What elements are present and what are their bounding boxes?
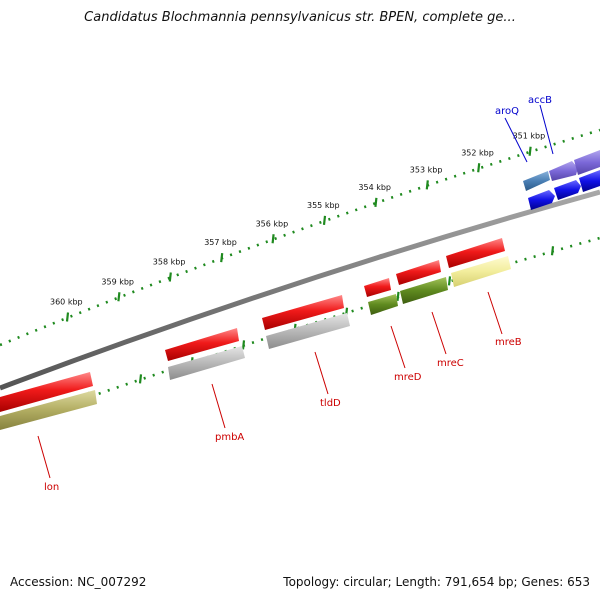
scale-tick-label: 352 kbp <box>461 148 494 157</box>
topology-summary: Topology: circular; Length: 791,654 bp; … <box>283 575 590 589</box>
feature-arrow[interactable] <box>574 150 600 175</box>
gene-labels: aroQ accB lon pmbA tldD mreD mreC mreB <box>44 95 552 493</box>
genome-backbone <box>0 189 600 391</box>
scale-tick <box>550 246 555 256</box>
feature-arrow-lon-product[interactable] <box>0 390 97 430</box>
scale-tick <box>528 146 532 156</box>
gene-label-mreC[interactable]: mreC <box>437 358 464 369</box>
scale-tick-label: 357 kbp <box>204 238 237 247</box>
scale-tick-label: 356 kbp <box>256 219 289 228</box>
scale-tick-label: 351 kbp <box>513 132 546 141</box>
feature-arrow[interactable] <box>549 161 578 181</box>
scale-tick <box>220 253 224 263</box>
scale-tick <box>477 163 481 173</box>
scale-tick-label: 355 kbp <box>307 201 340 210</box>
gene-label-lon[interactable]: lon <box>44 482 59 493</box>
label-leaders <box>37 104 554 479</box>
gene-label-mreD[interactable]: mreD <box>394 372 422 383</box>
feature-arrow-mreB[interactable] <box>446 238 505 268</box>
gene-label-accB[interactable]: accB <box>528 95 552 106</box>
feature-arrow-mreD[interactable] <box>364 278 391 297</box>
scale-tick <box>241 340 246 350</box>
scale-tick <box>396 291 400 302</box>
scale-tick <box>271 234 275 244</box>
scale-tick <box>374 197 378 207</box>
feature-arrow[interactable] <box>523 171 550 191</box>
scale-tick <box>322 215 327 225</box>
feature-arrow-mreC-product[interactable] <box>400 277 448 304</box>
feature-arrow-mreC[interactable] <box>396 260 441 285</box>
map-title: Candidatus Blochmannia pennsylvanicus st… <box>84 10 516 25</box>
scale-tick-label: 353 kbp <box>410 165 443 174</box>
feature-arrow-mreD-product[interactable] <box>368 294 398 315</box>
forward-features <box>523 150 600 210</box>
feature-arrow-tldD[interactable] <box>262 295 344 330</box>
feature-arrow-pmbA-product[interactable] <box>168 346 245 380</box>
feature-arrow-mreB-product[interactable] <box>451 256 511 287</box>
gene-label-tldD[interactable]: tldD <box>320 398 341 409</box>
feature-arrow[interactable] <box>528 190 555 210</box>
scale-tick <box>65 312 70 322</box>
scale-tick <box>117 292 121 302</box>
feature-arrow-lon[interactable] <box>0 372 93 412</box>
feature-arrow[interactable] <box>554 180 581 200</box>
scale-ticks: 360 kbp 359 kbp 358 kbp 357 kbp 356 kbp 355 k… <box>35 132 555 419</box>
scale-tick-label: 359 kbp <box>101 277 134 286</box>
feature-arrow[interactable] <box>579 170 600 192</box>
feature-arrow-pmbA[interactable] <box>165 328 239 361</box>
scale-tick <box>425 180 429 190</box>
accession-label: Accession: NC_007292 <box>10 575 147 589</box>
scale-tick-label: 360 kbp <box>50 298 83 307</box>
scale-tick <box>447 276 452 286</box>
gene-label-mreB[interactable]: mreB <box>495 337 522 348</box>
gene-label-pmbA[interactable]: pmbA <box>215 432 244 443</box>
scale-tick-label: 354 kbp <box>358 183 391 192</box>
reverse-features <box>0 238 511 430</box>
gene-label-aroQ[interactable]: aroQ <box>495 106 519 117</box>
scale-tick <box>138 374 143 384</box>
scale-tick-label: 358 kbp <box>153 257 186 266</box>
scale-tick <box>168 272 172 282</box>
feature-arrow-tldD-product[interactable] <box>266 313 350 349</box>
